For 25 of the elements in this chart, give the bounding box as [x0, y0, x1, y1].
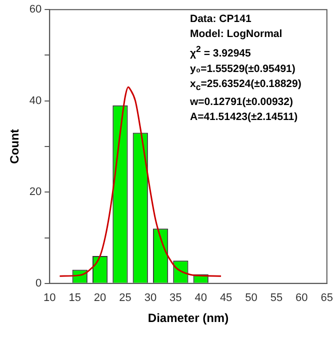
y-tick-label: 0	[36, 277, 42, 290]
y-axis-title: Count	[8, 129, 22, 164]
annotation: Data: CP141	[190, 12, 252, 27]
y-tick-label: 40	[29, 94, 42, 107]
x-tick-label: 30	[144, 292, 157, 304]
annotation: χ$^{2}$ = 3.92945	[190, 43, 252, 62]
x-tick-label: 65	[320, 292, 334, 304]
x-tick-label: 20	[94, 292, 106, 304]
y-tick-label: 60	[29, 4, 42, 16]
annotation: A=41.51423(±2.14511)	[190, 110, 299, 125]
x-tick-label: 55	[270, 292, 283, 304]
annotation: x$_{c}$=25.63524(±0.18829)	[190, 76, 302, 94]
x-tick-label: 25	[119, 292, 132, 304]
x-tick-label: 45	[220, 292, 232, 304]
annotation: w=0.12791(±0.00932)	[190, 94, 294, 110]
x-tick-label: 40	[194, 292, 207, 304]
y-tick-label: 20	[29, 186, 42, 198]
annotation: Model: LogNormal	[190, 27, 284, 42]
annotation: y₀=1.55529(±0.95491)	[190, 62, 296, 76]
x-tick-label: 15	[68, 292, 81, 304]
x-tick-label: 60	[296, 292, 308, 304]
x-tick-label: 10	[44, 292, 56, 304]
x-tick-label: 35	[170, 292, 182, 304]
x-axis-title: Diameter (nm)	[148, 311, 229, 326]
x-tick-label: 50	[245, 292, 258, 304]
